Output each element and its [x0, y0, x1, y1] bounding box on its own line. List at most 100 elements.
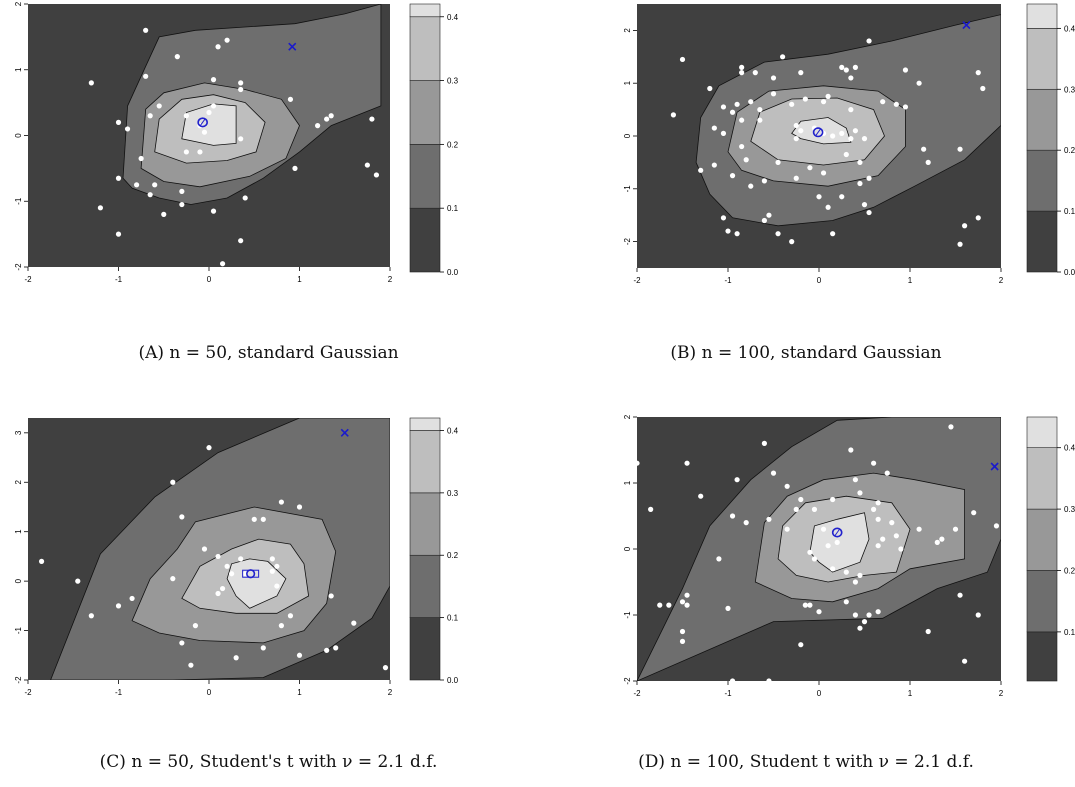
data-point	[848, 75, 854, 81]
data-point	[210, 103, 217, 109]
data-point	[752, 70, 758, 76]
data-point	[825, 543, 831, 549]
data-point	[197, 149, 203, 155]
data-point	[775, 231, 781, 237]
data-point	[793, 136, 799, 142]
data-point	[925, 159, 931, 165]
data-point	[848, 107, 854, 113]
data-point	[725, 228, 731, 234]
x-marker	[340, 428, 349, 437]
data-point	[38, 558, 45, 564]
caption-b: (B) n = 100, standard Gaussian	[537, 343, 1075, 363]
data-point	[679, 638, 686, 644]
x-tick-label: -2	[633, 276, 641, 285]
axes: -2 -1 0 1 2 -2 -1 0 1 2	[623, 28, 1004, 285]
data-point	[798, 70, 804, 76]
data-point	[215, 44, 221, 50]
data-point	[88, 80, 94, 86]
data-point	[115, 175, 122, 181]
data-point	[287, 613, 294, 619]
data-point	[720, 130, 727, 136]
data-point	[215, 590, 221, 597]
data-point	[210, 208, 217, 214]
colorbar-band	[1026, 631, 1058, 682]
y-tick-label: -2	[623, 677, 632, 685]
data-point	[328, 113, 334, 119]
data-point	[238, 136, 244, 142]
data-point	[630, 149, 635, 154]
data-point	[839, 194, 845, 200]
data-point	[124, 126, 131, 132]
data-point	[143, 73, 149, 79]
data-point	[229, 571, 235, 577]
colorbar-tick-label: 0.3	[447, 77, 459, 86]
contour-plot-d: -2 -1 0 1 2 -2 -1 0 1 2 0.1 0.2 0.3 0.4	[623, 414, 1075, 698]
data-point	[789, 239, 795, 245]
data-point	[351, 620, 357, 626]
y-tick-label: -1	[623, 611, 632, 619]
data-point	[188, 662, 194, 668]
data-point	[648, 506, 654, 512]
data-point	[852, 477, 858, 483]
y-tick-label: 1	[623, 480, 632, 485]
data-point	[871, 460, 877, 466]
data-point	[871, 506, 877, 512]
data-point	[980, 85, 986, 92]
axes: -2 -1 0 1 2 -2 -1 0 1 2 3	[14, 430, 393, 697]
colorbar-band	[1026, 447, 1058, 510]
data-point	[825, 204, 831, 210]
data-point	[743, 157, 749, 163]
data-point	[880, 536, 886, 542]
contour-plot-b: -2 -1 0 1 2 -2 -1 0 1 2 0.0 0.1 0.2 0.3 0.4	[623, 3, 1075, 285]
data-point	[739, 64, 745, 70]
data-point	[766, 516, 772, 522]
data-point	[825, 93, 831, 99]
data-point	[848, 447, 854, 453]
caption-text: n = 100, standard Gaussian	[701, 343, 942, 363]
data-point	[138, 155, 144, 162]
data-point	[192, 623, 199, 629]
data-point	[889, 520, 895, 526]
data-point	[830, 231, 836, 237]
y-tick-label: 1	[623, 80, 632, 85]
colorbar-band	[1026, 3, 1058, 29]
colorbar: 0.1 0.2 0.3 0.4	[1026, 416, 1075, 682]
colorbar-band	[409, 417, 441, 431]
x-tick-label: -1	[115, 688, 123, 697]
x-tick-label: 2	[999, 689, 1004, 698]
data-point	[811, 556, 818, 562]
data-point	[880, 99, 886, 105]
y-tick-label: 2	[623, 28, 632, 33]
data-point	[857, 490, 863, 496]
data-point	[807, 602, 813, 608]
data-point	[975, 215, 981, 221]
colorbar: 0.0 0.1 0.2 0.3 0.4	[409, 3, 459, 277]
data-point	[893, 101, 899, 107]
data-point	[748, 183, 754, 189]
data-point	[210, 77, 217, 83]
data-point	[807, 549, 813, 555]
plot-area	[637, 417, 1001, 681]
data-point	[734, 477, 740, 483]
colorbar-band	[409, 554, 441, 618]
x-tick-label: 2	[999, 276, 1004, 285]
data-point	[793, 175, 799, 181]
data-point	[866, 175, 872, 181]
x-tick-label: -1	[724, 689, 732, 698]
data-point	[816, 194, 822, 200]
data-point	[679, 628, 686, 635]
data-point	[206, 109, 212, 116]
data-point	[852, 579, 858, 585]
x-tick-label: 1	[908, 689, 913, 698]
data-point	[219, 585, 226, 592]
data-point	[333, 645, 339, 651]
data-point	[147, 113, 153, 119]
data-point	[780, 54, 786, 60]
x-tick-label: 1	[908, 276, 913, 285]
data-point	[770, 75, 777, 81]
data-point	[698, 493, 704, 499]
data-point	[637, 460, 640, 466]
data-point	[739, 117, 745, 123]
data-point	[224, 563, 230, 569]
data-point	[789, 101, 795, 107]
